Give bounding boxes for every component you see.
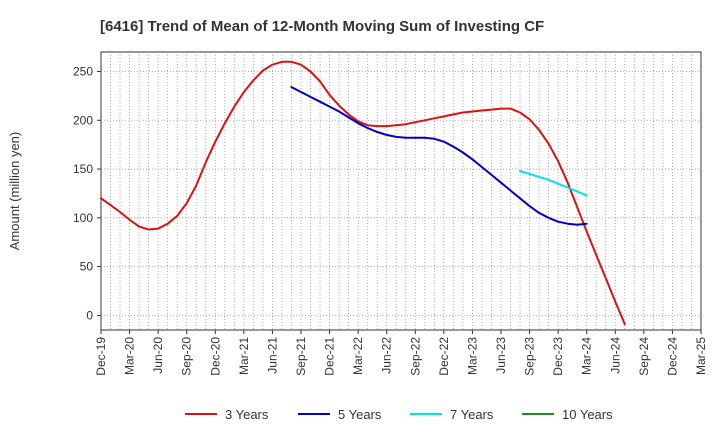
x-tick-label: Jun-21 [265,337,279,374]
x-tick-label: Dec-19 [94,337,108,376]
legend-label-10-years: 10 Years [562,407,613,422]
x-tick-label: Sep-23 [523,337,537,376]
x-axis: Dec-19 Mar-20 Jun-20 Sep-20 Dec-20 Mar-21 Jun-… [94,330,708,376]
y-tick-label: 250 [73,65,93,79]
x-tick-label: Mar-23 [465,337,479,375]
series-lines [100,60,626,326]
legend: 3 Years 5 Years 7 Years 10 Years [185,407,613,422]
x-tick-label: Sep-21 [294,337,308,376]
x-tick-label: Mar-21 [237,337,251,375]
y-tick-label: 50 [80,260,94,274]
legend-label-7-years: 7 Years [450,407,494,422]
x-tick-label: Sep-20 [180,337,194,376]
legend-label-3-years: 3 Years [225,407,269,422]
x-tick-label: Dec-20 [208,337,222,376]
y-tick-label: 200 [73,113,93,127]
legend-label-5-years: 5 Years [338,407,382,422]
y-axis-label: Amount (million yen) [7,132,22,251]
y-tick-label: 150 [73,162,93,176]
x-tick-label: Jun-24 [608,337,622,374]
series-line-3-years [100,60,626,326]
x-tick-label: Dec-24 [665,337,679,376]
x-tick-label: Jun-20 [151,337,165,374]
plot-frame [100,51,702,331]
series-line-7-years [519,170,588,197]
x-tick-label: Mar-25 [694,337,708,375]
x-tick-label: Dec-21 [323,337,337,376]
x-tick-label: Sep-24 [637,337,651,376]
x-tick-label: Mar-24 [580,337,594,375]
x-tick-label: Sep-22 [408,337,422,376]
chart-title: [6416] Trend of Mean of 12-Month Moving … [100,18,544,35]
x-tick-label: Jun-23 [494,337,508,374]
grid [101,52,701,330]
x-tick-label: Mar-20 [123,337,137,375]
y-tick-label: 0 [86,308,93,322]
x-tick-label: Jun-22 [380,337,394,374]
x-tick-label: Dec-22 [437,337,451,376]
plot-area [100,51,702,331]
x-tick-label: Mar-22 [351,337,365,375]
x-tick-label: Dec-23 [551,337,565,376]
y-tick-label: 100 [73,211,93,225]
series-line-5-years [290,86,588,226]
y-axis: 0 50 100 150 200 250 [73,65,101,322]
